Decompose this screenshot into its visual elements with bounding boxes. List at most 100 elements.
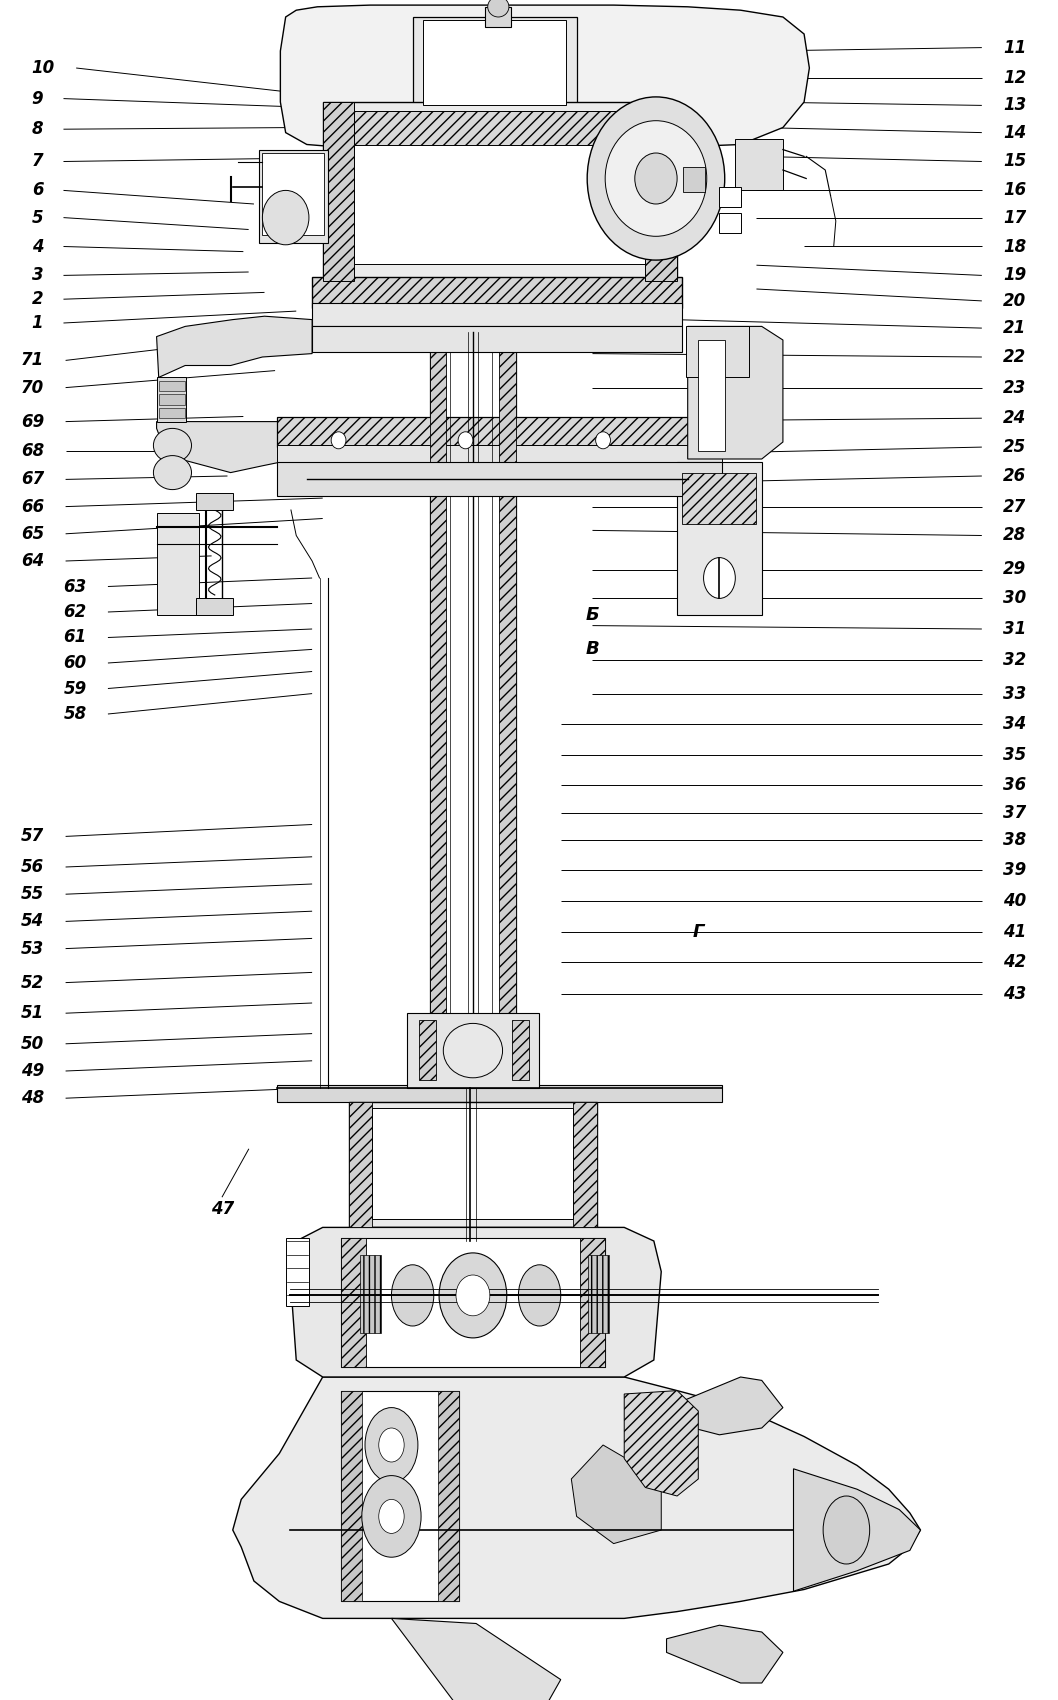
Ellipse shape bbox=[587, 97, 725, 260]
Text: 43: 43 bbox=[1003, 986, 1026, 1003]
Text: 71: 71 bbox=[21, 352, 44, 369]
Ellipse shape bbox=[605, 121, 707, 236]
Text: Г: Г bbox=[693, 923, 704, 940]
Bar bbox=[719, 212, 741, 233]
Bar bbox=[323, 102, 677, 280]
Bar bbox=[360, 1255, 381, 1333]
Bar bbox=[573, 1102, 597, 1227]
Polygon shape bbox=[571, 1445, 661, 1544]
Polygon shape bbox=[233, 1377, 920, 1618]
Polygon shape bbox=[667, 1377, 783, 1435]
Bar bbox=[341, 1238, 605, 1367]
Text: 33: 33 bbox=[1003, 685, 1026, 702]
Text: 7: 7 bbox=[32, 153, 43, 170]
Text: 38: 38 bbox=[1003, 831, 1026, 848]
Bar bbox=[430, 326, 516, 1088]
Text: 31: 31 bbox=[1003, 620, 1026, 638]
Text: 17: 17 bbox=[1003, 209, 1026, 226]
Bar bbox=[407, 1013, 539, 1088]
Text: 41: 41 bbox=[1003, 923, 1026, 940]
Ellipse shape bbox=[518, 1265, 561, 1326]
Polygon shape bbox=[667, 1625, 783, 1683]
Bar bbox=[277, 1085, 722, 1102]
Ellipse shape bbox=[262, 190, 309, 245]
Bar bbox=[423, 20, 566, 105]
Text: 28: 28 bbox=[1003, 527, 1026, 544]
Bar bbox=[580, 1238, 605, 1367]
Bar bbox=[686, 326, 749, 377]
Bar bbox=[259, 150, 328, 243]
Bar bbox=[277, 462, 722, 496]
Text: 37: 37 bbox=[1003, 804, 1026, 821]
Text: 24: 24 bbox=[1003, 410, 1026, 427]
Text: 55: 55 bbox=[21, 886, 44, 903]
Bar bbox=[286, 1238, 309, 1306]
Polygon shape bbox=[157, 422, 312, 473]
Text: 35: 35 bbox=[1003, 746, 1026, 763]
Text: 6: 6 bbox=[32, 182, 43, 199]
Text: 49: 49 bbox=[21, 1062, 44, 1080]
Ellipse shape bbox=[391, 1265, 434, 1326]
Text: 50: 50 bbox=[21, 1035, 44, 1052]
Bar bbox=[499, 326, 516, 1088]
Text: 5: 5 bbox=[32, 209, 43, 226]
Bar bbox=[157, 377, 186, 422]
Text: 63: 63 bbox=[63, 578, 87, 595]
Ellipse shape bbox=[331, 432, 346, 449]
Text: 52: 52 bbox=[21, 974, 44, 991]
Bar bbox=[159, 381, 185, 391]
Text: 44: 44 bbox=[528, 1200, 551, 1219]
Text: 14: 14 bbox=[1003, 124, 1026, 141]
Text: 1: 1 bbox=[32, 314, 43, 332]
Bar bbox=[354, 110, 645, 264]
Bar bbox=[277, 445, 722, 462]
Bar bbox=[312, 326, 682, 352]
Text: 39: 39 bbox=[1003, 862, 1026, 879]
Text: 45: 45 bbox=[443, 1200, 467, 1219]
Ellipse shape bbox=[443, 1023, 503, 1078]
Polygon shape bbox=[688, 326, 783, 459]
Bar bbox=[341, 1391, 459, 1601]
Text: 9: 9 bbox=[32, 90, 43, 107]
Text: 54: 54 bbox=[21, 913, 44, 930]
Bar bbox=[372, 1108, 573, 1219]
Text: 2: 2 bbox=[32, 291, 43, 308]
Text: 70: 70 bbox=[21, 379, 44, 396]
Text: 47: 47 bbox=[211, 1200, 234, 1219]
Ellipse shape bbox=[596, 432, 610, 449]
Bar bbox=[341, 1391, 362, 1601]
Bar bbox=[349, 1102, 372, 1227]
Ellipse shape bbox=[362, 1476, 421, 1557]
Ellipse shape bbox=[379, 1499, 404, 1533]
Bar bbox=[485, 7, 511, 27]
Text: 3: 3 bbox=[32, 267, 43, 284]
Text: 53: 53 bbox=[21, 940, 44, 957]
Polygon shape bbox=[391, 1618, 561, 1700]
Text: 26: 26 bbox=[1003, 468, 1026, 484]
Text: 29: 29 bbox=[1003, 561, 1026, 578]
Text: 36: 36 bbox=[1003, 777, 1026, 794]
Text: 25: 25 bbox=[1003, 439, 1026, 456]
Text: 27: 27 bbox=[1003, 498, 1026, 515]
Text: 62: 62 bbox=[63, 604, 87, 620]
Text: 59: 59 bbox=[63, 680, 87, 697]
Text: 56: 56 bbox=[21, 858, 44, 876]
Bar bbox=[262, 153, 324, 235]
Bar bbox=[430, 326, 446, 1088]
Text: 58: 58 bbox=[63, 706, 87, 722]
Text: 13: 13 bbox=[1003, 97, 1026, 114]
Text: 11: 11 bbox=[1003, 39, 1026, 56]
Bar bbox=[312, 303, 682, 326]
Text: 22: 22 bbox=[1003, 348, 1026, 366]
Text: 30: 30 bbox=[1003, 590, 1026, 607]
Text: 15: 15 bbox=[1003, 153, 1026, 170]
Bar bbox=[645, 102, 677, 280]
Text: 65: 65 bbox=[21, 525, 44, 542]
Polygon shape bbox=[794, 1469, 920, 1591]
Text: 57: 57 bbox=[21, 828, 44, 845]
Bar bbox=[196, 493, 233, 510]
Bar bbox=[196, 598, 233, 615]
Bar bbox=[735, 139, 783, 190]
Text: 64: 64 bbox=[21, 552, 44, 570]
Bar bbox=[157, 513, 199, 615]
